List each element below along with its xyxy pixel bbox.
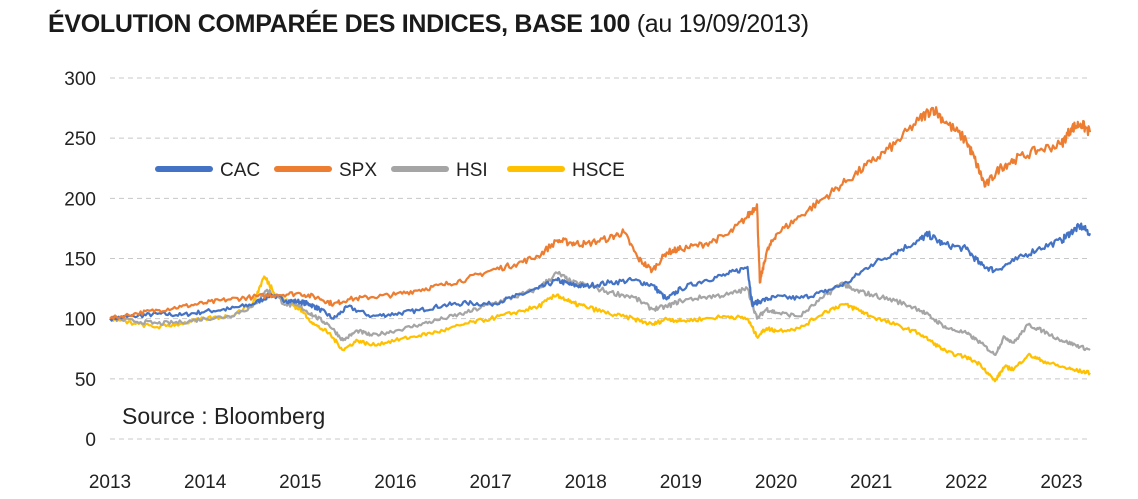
chart-title-main: ÉVOLUTION COMPARÉE DES INDICES, BASE 100 [48, 10, 631, 38]
series-line-hsi [109, 270, 1091, 356]
x-tick-label: 2020 [755, 472, 797, 493]
chart-subtitle: (au 19/09/2013) [636, 10, 809, 38]
y-tick-label: 100 [64, 310, 96, 331]
y-tick-label: 200 [64, 189, 96, 210]
series-lines [109, 106, 1092, 383]
y-tick-label: 0 [85, 430, 96, 451]
legend-label: SPX [339, 160, 377, 181]
legend: CAC SPX HSI HSCE [155, 160, 625, 181]
y-tick-label: 250 [64, 129, 96, 150]
x-tick-label: 2021 [850, 472, 892, 493]
legend-item-hsce: HSCE [507, 160, 625, 181]
series-line-hsce [109, 275, 1091, 383]
series-line-cac [109, 222, 1092, 322]
x-tick-label: 2022 [945, 472, 987, 493]
legend-label: HSI [456, 160, 488, 181]
x-tick-label: 2013 [89, 472, 131, 493]
legend-label: HSCE [572, 160, 625, 181]
legend-item-cac: CAC [155, 160, 260, 181]
x-tick-label: 2017 [469, 472, 511, 493]
x-tick-label: 2014 [184, 472, 227, 493]
x-tick-label: 2016 [374, 472, 416, 493]
source-label: Source : Bloomberg [122, 403, 325, 429]
legend-item-spx: SPX [274, 160, 377, 181]
series-line-spx [109, 106, 1092, 320]
y-axis-ticks: 0 50 100 150 200 250 300 [64, 69, 96, 451]
x-tick-label: 2015 [279, 472, 321, 493]
legend-item-hsi: HSI [391, 160, 488, 181]
x-tick-label: 2023 [1040, 472, 1082, 493]
y-tick-label: 150 [64, 250, 96, 271]
grid-lines [110, 77, 1090, 440]
chart-title: ÉVOLUTION COMPARÉE DES INDICES, BASE 100… [48, 10, 809, 39]
y-tick-label: 300 [64, 69, 96, 90]
x-axis-ticks: 2013 2014 2015 2016 2017 2018 2019 2020 2021 2022… [89, 472, 1083, 493]
y-tick-label: 50 [75, 370, 96, 391]
x-tick-label: 2019 [660, 472, 702, 493]
x-tick-label: 2018 [565, 472, 607, 493]
legend-label: CAC [220, 160, 260, 181]
